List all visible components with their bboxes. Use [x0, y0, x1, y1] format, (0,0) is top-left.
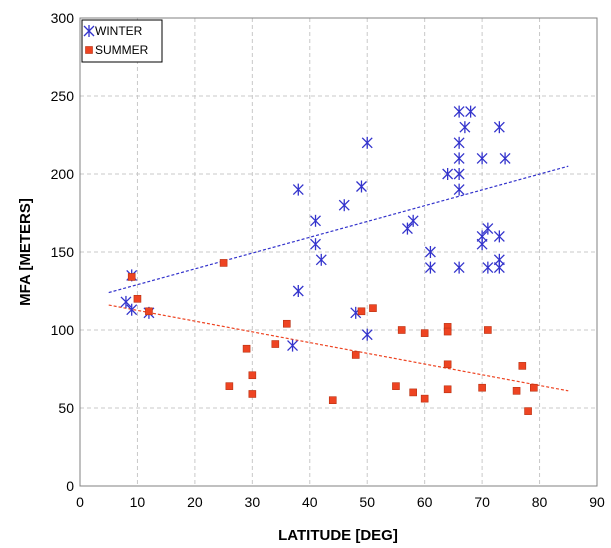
x-tick-label: 70 [474, 494, 490, 510]
data-point-summer [219, 259, 228, 267]
data-point-summer [328, 396, 337, 405]
legend: WINTER SUMMER [81, 19, 163, 63]
data-point-winter [120, 295, 132, 308]
data-point-winter [459, 121, 471, 134]
legend-box [81, 19, 163, 63]
data-point-summer [530, 383, 538, 392]
data-point-summer [478, 383, 486, 392]
x-tick-label: 20 [187, 494, 203, 510]
data-point-summer [443, 360, 452, 369]
data-point-summer [242, 344, 251, 353]
data-point-winter [356, 180, 367, 193]
y-tick-label: 100 [51, 322, 75, 338]
data-point-winter [453, 183, 465, 196]
y-tick-label: 0 [66, 478, 74, 494]
data-point-summer [351, 351, 360, 359]
tick-labels: 0 10 20 30 40 50 60 70 80 90 0 50 100 150 200 250 300 [51, 10, 605, 510]
data-point-winter [442, 168, 454, 180]
legend-marker-winter [83, 25, 95, 37]
data-point-winter [476, 238, 488, 251]
data-point-summer [392, 382, 400, 390]
data-point-summer [282, 319, 291, 328]
x-tick-label: 10 [130, 494, 146, 510]
data-point-winter [465, 105, 477, 118]
data-point-winter [315, 253, 327, 266]
data-point-winter [292, 285, 304, 297]
data-point-summer [248, 390, 257, 398]
data-point-summer [512, 387, 521, 395]
data-point-winter [338, 199, 350, 212]
legend-square-icon [85, 46, 93, 54]
data-point-winter [482, 222, 494, 235]
data-point-summer [518, 362, 527, 370]
legend-label-winter: WINTER [95, 24, 143, 38]
data-point-winter [310, 238, 321, 251]
data-point-winter [493, 230, 505, 243]
data-point-summer [133, 294, 142, 303]
data-point-summer [369, 304, 377, 312]
data-point-summer [443, 385, 452, 394]
trend-lines [108, 165, 569, 392]
data-point-summer [357, 307, 366, 316]
x-tick-label: 90 [589, 494, 605, 510]
data-point-summer [145, 307, 153, 316]
data-point-winter [361, 136, 373, 149]
data-point-winter [482, 261, 494, 274]
data-point-winter [453, 168, 465, 180]
data-point-summer [409, 388, 417, 397]
plot-border [79, 17, 598, 487]
data-point-winter [453, 105, 465, 118]
data-point-winter [407, 214, 419, 227]
x-tick-label: 40 [302, 494, 318, 510]
data-point-summer [524, 407, 532, 415]
data-point-winter [499, 152, 511, 165]
legend-marker-summer [85, 46, 93, 54]
data-point-winter [361, 328, 373, 341]
data-point-winter [424, 261, 436, 274]
data-point-summer [420, 394, 429, 403]
y-tick-label: 200 [51, 166, 75, 182]
data-point-winter [292, 183, 304, 196]
data-point-summer [443, 327, 452, 336]
y-tick-label: 150 [51, 244, 75, 260]
data-point-winter [424, 246, 436, 258]
data-point-winter [453, 152, 465, 165]
x-tick-label: 0 [76, 494, 84, 510]
data-point-summer [248, 371, 257, 380]
legend-label-summer: SUMMER [95, 43, 149, 57]
data-point-summer [271, 340, 280, 348]
data-point-summer [127, 273, 136, 281]
data-point-winter [476, 152, 488, 165]
data-point-winter [287, 339, 299, 352]
x-axis-title: LATITUDE [DEG] [278, 527, 398, 544]
x-tick-label: 60 [417, 494, 433, 510]
trend-line-winter [108, 165, 569, 294]
data-point-winter [493, 261, 505, 274]
trend-line-summer [108, 304, 569, 392]
x-tick-label: 50 [359, 494, 375, 510]
data-point-winter [126, 303, 138, 316]
x-tick-label: 30 [245, 494, 261, 510]
y-tick-label: 300 [51, 10, 75, 26]
data-point-winter [401, 222, 413, 235]
data-point-summer [420, 329, 429, 337]
data-point-winter [453, 261, 465, 274]
data-point-summer [225, 382, 234, 390]
y-tick-label: 250 [51, 88, 75, 104]
y-tick-label: 50 [58, 400, 74, 416]
data-point-summer [484, 326, 492, 334]
y-axis-title: MFA [METERS] [17, 198, 34, 306]
data-point-summer [397, 326, 406, 334]
x-tick-label: 80 [532, 494, 548, 510]
legend-asterisk-icon [83, 25, 95, 37]
data-points [120, 105, 538, 415]
data-point-winter [453, 136, 465, 149]
data-point-winter [310, 214, 321, 227]
data-point-winter [493, 121, 505, 134]
